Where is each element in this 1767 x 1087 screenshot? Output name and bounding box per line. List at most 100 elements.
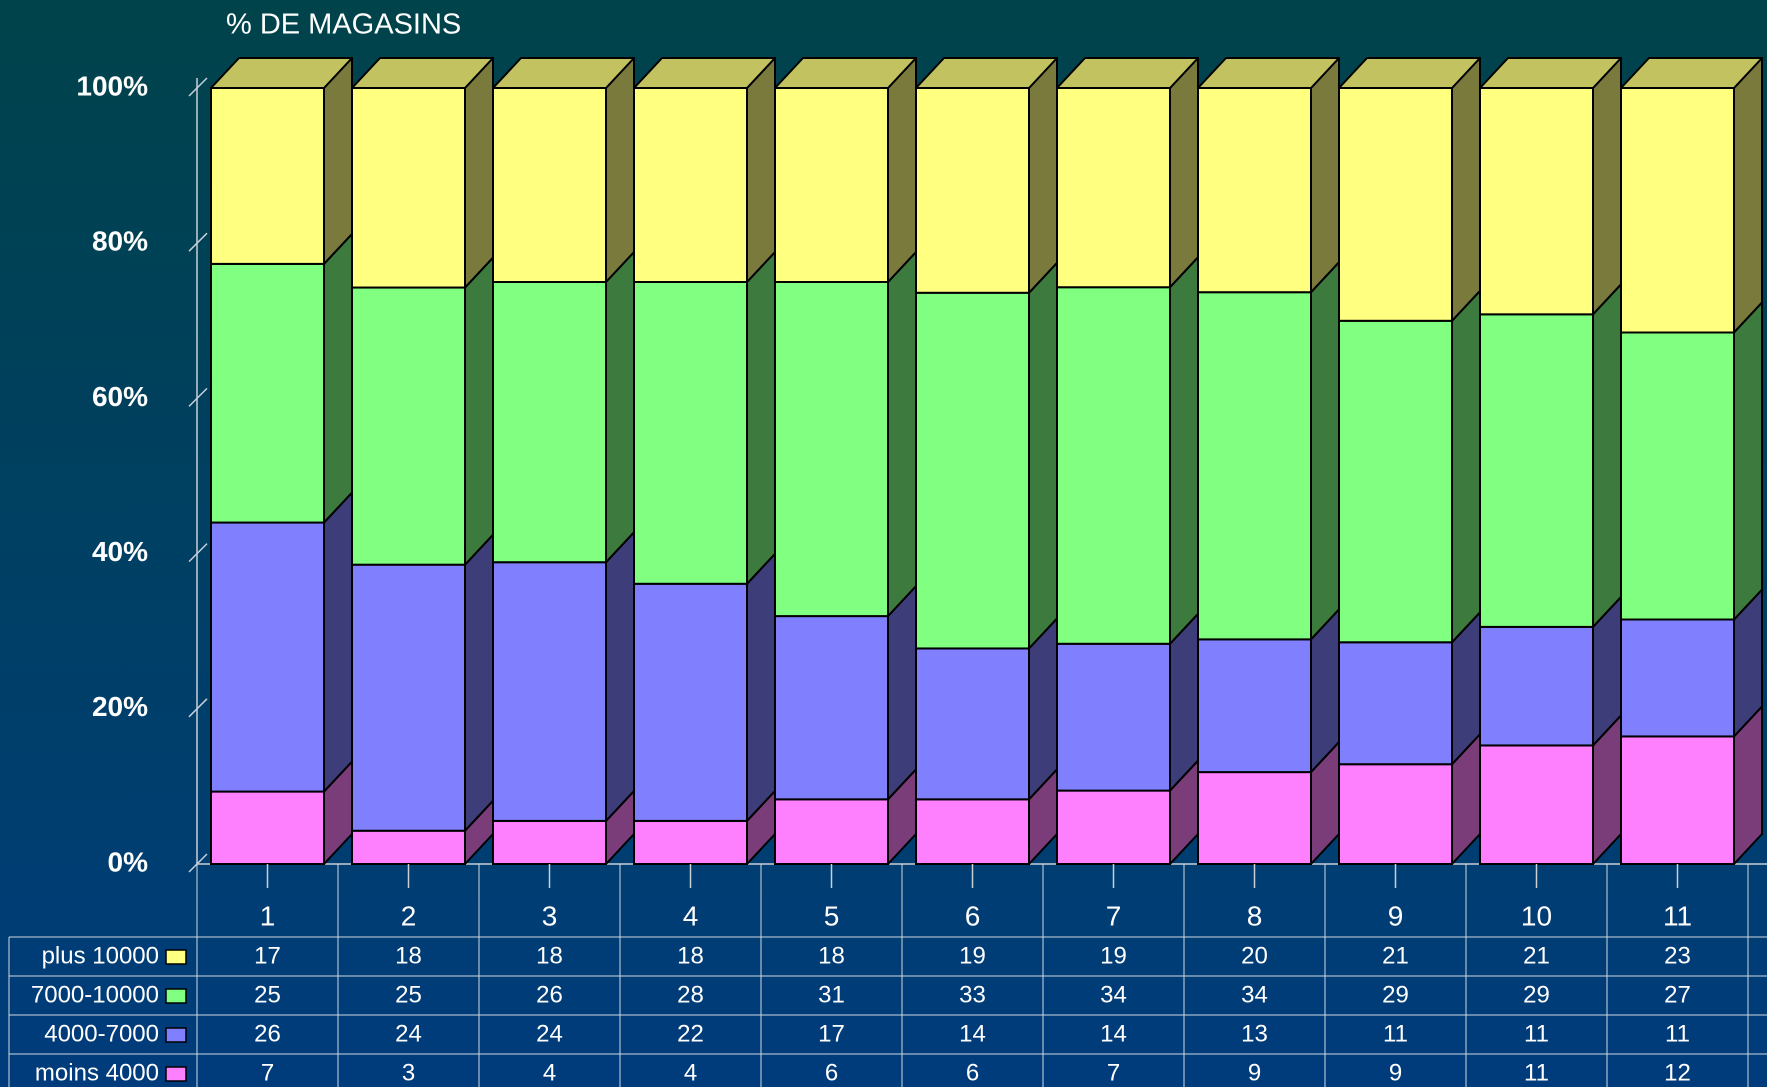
bar — [1056, 87, 1171, 289]
bar — [210, 262, 325, 524]
table-cell: 11 — [1524, 1020, 1549, 1047]
x-tick-label: 7 — [1106, 900, 1122, 931]
bar-top — [351, 57, 494, 89]
legend-label: moins 4000 — [35, 1059, 159, 1086]
table-cell: 14 — [1100, 1020, 1127, 1047]
table-cell: 18 — [395, 942, 422, 969]
table-cell: 21 — [1382, 942, 1409, 969]
table-cell: 18 — [677, 942, 704, 969]
bar — [915, 647, 1030, 801]
bar — [1620, 618, 1735, 738]
bar-top — [633, 57, 776, 89]
table-cell: 7 — [261, 1059, 274, 1086]
bar — [210, 521, 325, 793]
bar — [1620, 87, 1735, 334]
bar-top — [210, 57, 353, 89]
bar-top — [1620, 57, 1763, 89]
bar-top — [492, 57, 635, 89]
bar-side — [1592, 57, 1622, 316]
table-cell: 26 — [536, 981, 563, 1008]
table-cell: 29 — [1523, 981, 1550, 1008]
bar — [1056, 789, 1171, 866]
bar — [492, 281, 607, 564]
chart-title: % DE MAGASINS — [226, 9, 461, 41]
bar — [1197, 291, 1312, 641]
table-cell: 13 — [1241, 1020, 1268, 1047]
bar-top — [1197, 57, 1340, 89]
legend-label: plus 10000 — [42, 942, 159, 969]
bar — [1479, 313, 1594, 628]
x-tick-label: 6 — [965, 900, 981, 931]
bar — [633, 281, 748, 585]
x-tick-label: 8 — [1247, 900, 1263, 931]
bar — [633, 87, 748, 283]
bar-side — [1310, 261, 1340, 641]
bar-side — [1733, 57, 1763, 334]
x-tick-label: 2 — [401, 900, 417, 931]
bar-side — [1592, 283, 1622, 628]
bar-side — [887, 57, 917, 283]
bar — [1479, 87, 1594, 316]
table-cell: 19 — [1100, 942, 1127, 969]
x-tick-label: 11 — [1663, 900, 1692, 931]
table-cell: 34 — [1241, 981, 1268, 1008]
table-cell: 7 — [1107, 1059, 1120, 1086]
table-cell: 25 — [254, 981, 281, 1008]
bar-side — [1451, 289, 1481, 644]
y-tick — [188, 232, 208, 252]
bar — [915, 87, 1030, 294]
table-cell: 18 — [818, 942, 845, 969]
bar-side — [605, 251, 635, 564]
bar — [915, 798, 1030, 865]
bar — [633, 819, 748, 866]
bar — [633, 582, 748, 822]
bar-side — [1028, 261, 1058, 650]
bar-side — [746, 552, 776, 822]
bar — [774, 615, 889, 801]
table-cell: 19 — [959, 942, 986, 969]
table-cell: 23 — [1664, 942, 1691, 969]
bar-side — [464, 533, 494, 832]
bar-side — [323, 57, 353, 265]
table-cell: 17 — [254, 942, 281, 969]
y-tick-label: 60% — [92, 381, 148, 412]
bar-side — [1028, 617, 1058, 801]
table-cell: 21 — [1523, 942, 1550, 969]
bar-side — [1028, 57, 1058, 294]
bar-side — [746, 57, 776, 283]
table-cell: 31 — [818, 981, 845, 1008]
table-cell: 17 — [818, 1020, 845, 1047]
table-cell: 33 — [959, 981, 986, 1008]
table-cell: 11 — [1524, 1059, 1549, 1086]
bar-side — [746, 251, 776, 585]
y-tick-label: 40% — [92, 536, 148, 567]
bar — [351, 286, 466, 566]
bar — [1620, 331, 1735, 621]
bar — [1620, 735, 1735, 865]
legend-label: 7000-10000 — [31, 981, 159, 1008]
bar — [1338, 87, 1453, 322]
y-tick — [188, 387, 208, 407]
table-cell: 3 — [402, 1059, 415, 1086]
table-cell: 25 — [395, 981, 422, 1008]
bar — [774, 281, 889, 618]
x-tick-label: 1 — [260, 900, 276, 931]
table-cell: 9 — [1389, 1059, 1402, 1086]
bar-side — [1733, 301, 1763, 621]
table-cell: 4 — [684, 1059, 697, 1086]
bar-side — [464, 256, 494, 566]
bar-side — [323, 491, 353, 793]
table-cell: 22 — [677, 1020, 704, 1047]
bar — [1479, 625, 1594, 747]
bar — [351, 829, 466, 865]
bar-side — [887, 251, 917, 618]
bar — [492, 561, 607, 822]
bar — [1338, 641, 1453, 766]
bar — [774, 87, 889, 283]
bar — [351, 87, 466, 289]
table-cell: 29 — [1382, 981, 1409, 1008]
bar — [1197, 638, 1312, 774]
legend-key — [165, 988, 187, 1004]
y-tick — [188, 77, 208, 97]
